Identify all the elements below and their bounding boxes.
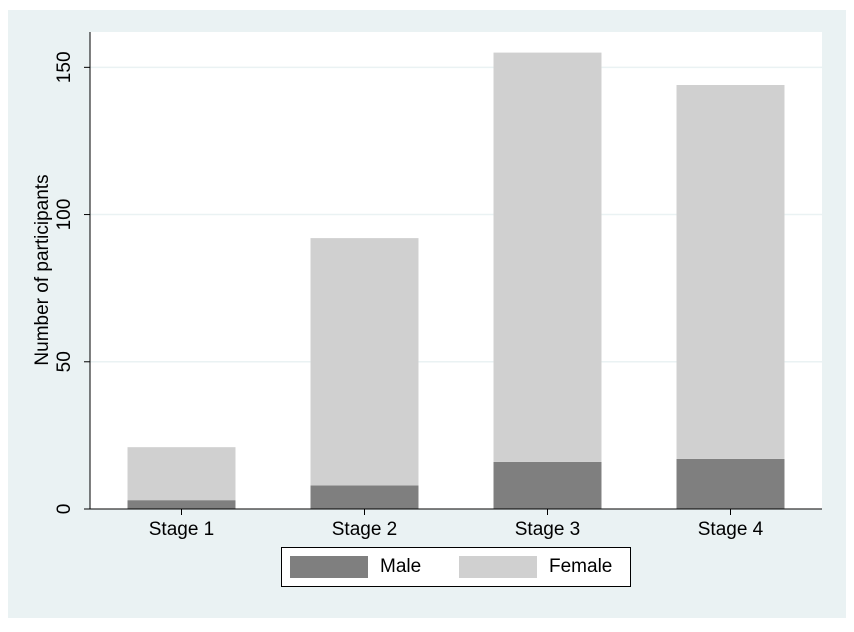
- x-tick-label: Stage 1: [149, 519, 215, 540]
- x-tick-label: Stage 3: [515, 519, 581, 540]
- x-ticks: Stage 1 Stage 2 Stage 3 Stage 4: [149, 509, 764, 540]
- legend-swatch-female: [459, 556, 537, 578]
- bar-male-4: [676, 458, 785, 509]
- y-tick-label: 50: [54, 351, 75, 372]
- y-tick-label: 100: [54, 199, 75, 231]
- x-tick-label: Stage 2: [332, 519, 398, 540]
- bar-male-1: [127, 500, 236, 509]
- bar-female-3: [493, 52, 602, 462]
- axes: [89, 32, 822, 510]
- y-ticks: 0 50 100 150: [54, 51, 90, 514]
- legend-label-male: Male: [380, 556, 422, 577]
- y-axis-label: Number of participants: [32, 174, 53, 365]
- y-tick-label: 150: [54, 51, 75, 83]
- legend-item-male: Male: [290, 548, 421, 586]
- legend: Male Female: [281, 547, 631, 587]
- bar-male-2: [310, 485, 419, 509]
- bar-male-3: [493, 461, 602, 509]
- legend-item-female: Female: [459, 548, 612, 586]
- bar-female-2: [310, 238, 419, 486]
- y-tick-label: 0: [54, 504, 75, 515]
- bar-female-1: [127, 447, 236, 501]
- bars: [127, 52, 785, 509]
- legend-label-female: Female: [549, 556, 613, 577]
- x-tick-label: Stage 4: [698, 519, 764, 540]
- bar-female-4: [676, 85, 785, 459]
- legend-swatch-male: [290, 556, 368, 578]
